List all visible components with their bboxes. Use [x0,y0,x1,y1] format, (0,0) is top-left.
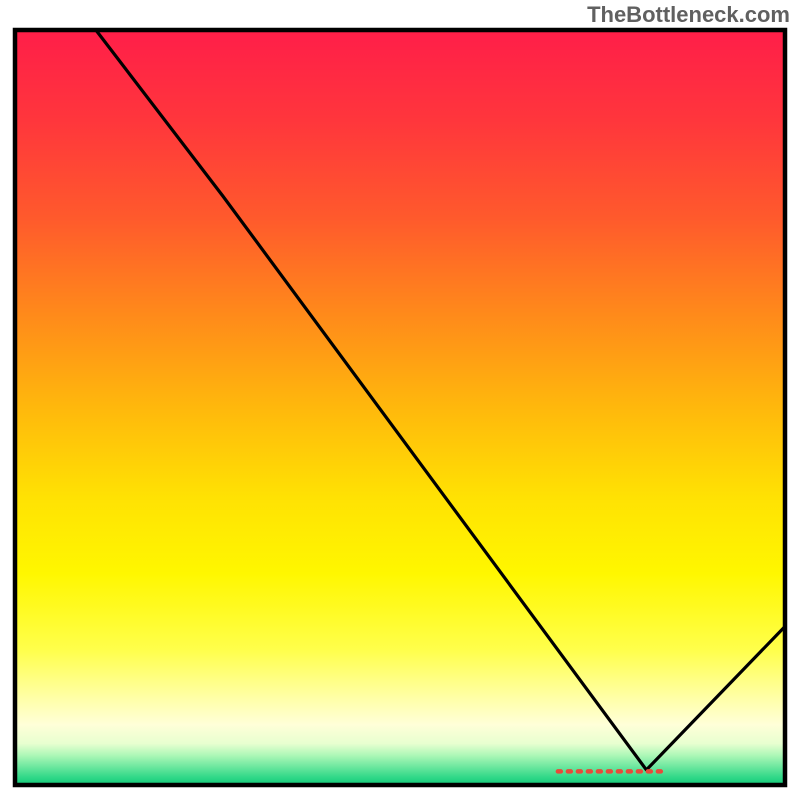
watermark-text: TheBottleneck.com [587,2,790,28]
chart-container: TheBottleneck.com [0,0,800,800]
chart-svg [0,0,800,800]
gradient-background [15,30,785,785]
